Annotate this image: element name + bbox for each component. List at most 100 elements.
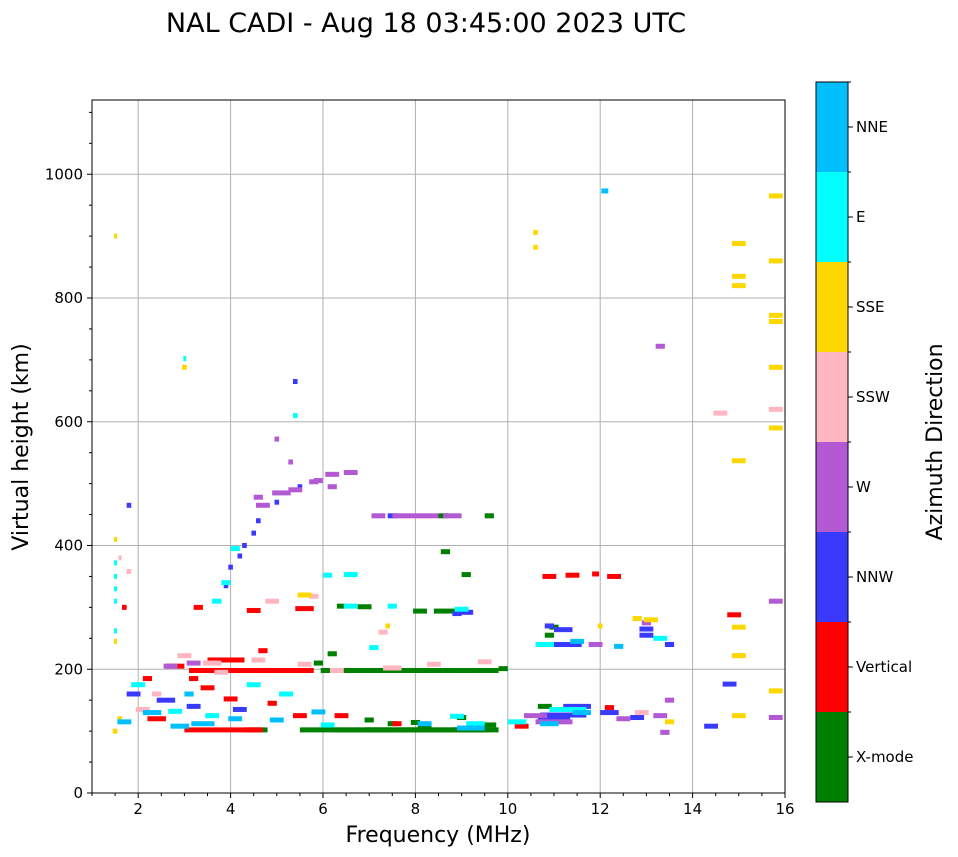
echo-mark-sse [533, 244, 538, 250]
x-axis-ticks: 2 4 6 8 10 12 14 16 [91, 793, 795, 818]
colorbar-segment [816, 442, 848, 532]
echo-mark-nne [142, 710, 162, 716]
echo-mark-x-mode [482, 722, 497, 728]
echo-mark-nnw [639, 632, 654, 638]
echo-mark-x-mode [403, 667, 474, 673]
echo-mark-vertical [258, 648, 268, 654]
echo-mark-nnw [540, 712, 587, 718]
colorbar-segment [816, 712, 848, 802]
echo-mark-e [549, 706, 587, 712]
echo-mark-x-mode [484, 513, 494, 519]
data-marks [112, 188, 783, 735]
echo-mark-nnw [639, 626, 654, 632]
echo-mark-sse [731, 653, 746, 659]
echo-mark-vertical [565, 572, 580, 578]
x-tick-label: 2 [133, 800, 143, 818]
colorbar-label: W [856, 478, 871, 496]
echo-mark-nne [170, 723, 190, 729]
echo-mark-w [653, 713, 668, 719]
echo-mark-nnw [297, 484, 303, 490]
echo-mark-w [588, 642, 603, 647]
echo-mark-e [454, 606, 469, 612]
echo-mark-nnw [156, 697, 176, 703]
echo-mark-sse [768, 319, 783, 325]
echo-mark-e [292, 413, 298, 419]
y-axis-label: Virtual height (km) [9, 343, 34, 550]
colorbar-frame [815, 81, 849, 803]
echo-mark-w [768, 715, 783, 721]
echo-mark-vertical [542, 573, 557, 579]
echo-mark-w [371, 513, 386, 519]
echo-mark-vertical [200, 685, 215, 691]
colorbar-segment [816, 532, 848, 622]
echo-mark-sse [731, 273, 746, 279]
chart-title: NAL CADI - Aug 18 03:45:00 2023 UTC [166, 8, 686, 39]
echo-mark-vertical [189, 667, 226, 673]
echo-mark-sse [768, 364, 783, 370]
y-tick-label: 1000 [45, 165, 83, 183]
echo-mark-e [323, 572, 333, 578]
colorbar-segment [816, 352, 848, 442]
echo-mark-nne [184, 691, 194, 697]
echo-mark-ssw [118, 555, 122, 561]
echo-mark-ssw [477, 659, 492, 665]
echo-mark-e [507, 719, 527, 725]
echo-mark-e [230, 546, 240, 552]
echo-mark-w [343, 469, 358, 475]
echo-mark-sse [182, 364, 187, 370]
echo-mark-sse [768, 312, 783, 318]
echo-mark-sse [664, 719, 675, 725]
echo-mark-e [466, 721, 485, 727]
echo-mark-w [392, 513, 439, 519]
echo-mark-w [443, 513, 462, 519]
echo-mark-nne [614, 643, 624, 649]
echo-mark-x-mode [357, 604, 372, 610]
echo-mark-w [325, 471, 340, 477]
colorbar-label: NNW [856, 568, 893, 586]
echo-mark-ssw [202, 660, 222, 666]
echo-mark-vertical [246, 607, 261, 613]
echo-mark-e [653, 635, 668, 641]
echo-mark-w [768, 598, 783, 604]
echo-mark-sse [385, 623, 390, 629]
echo-mark-w [272, 490, 291, 496]
echo-mark-vertical [607, 573, 621, 579]
echo-mark-nne [601, 188, 609, 194]
echo-mark-e [113, 628, 117, 634]
echo-mark-x-mode [327, 651, 337, 657]
echo-mark-ssw [634, 710, 649, 716]
echo-mark-vertical [334, 713, 349, 719]
echo-mark-w [660, 729, 670, 735]
echo-mark-nnw [126, 502, 132, 508]
echo-mark-vertical [142, 676, 153, 682]
echo-mark-nnw [563, 703, 591, 709]
echo-mark-ssw [177, 653, 192, 659]
echo-mark-e [450, 713, 464, 719]
echo-mark-sse [768, 688, 783, 694]
echo-mark-vertical [189, 676, 199, 682]
y-tick-label: 0 [73, 784, 83, 802]
echo-mark-ssw [426, 661, 441, 667]
echo-mark-e [168, 708, 183, 714]
echo-mark-x-mode [461, 572, 471, 578]
echo-mark-nnw [459, 609, 474, 615]
colorbar-segment [816, 82, 848, 172]
echo-mark-nne [311, 709, 326, 715]
echo-mark-vertical [184, 727, 259, 733]
x-tick-label: 16 [775, 800, 794, 818]
echo-mark-sse [632, 616, 642, 622]
echo-mark-e [205, 713, 220, 719]
echo-mark-e [246, 682, 261, 688]
echo-mark-ssw [768, 406, 783, 412]
echo-mark-ssw [251, 657, 266, 663]
y-tick-label: 600 [54, 413, 83, 431]
echo-mark-x-mode [410, 719, 421, 725]
echo-mark-nnw [232, 706, 247, 712]
echo-mark-w [523, 713, 548, 719]
echo-mark-nnw [126, 691, 141, 697]
echo-mark-e [113, 560, 117, 566]
echo-mark-vertical [514, 723, 529, 729]
echo-mark-nne [269, 717, 284, 723]
echo-mark-nne [417, 721, 432, 727]
echo-mark-w [163, 663, 178, 669]
